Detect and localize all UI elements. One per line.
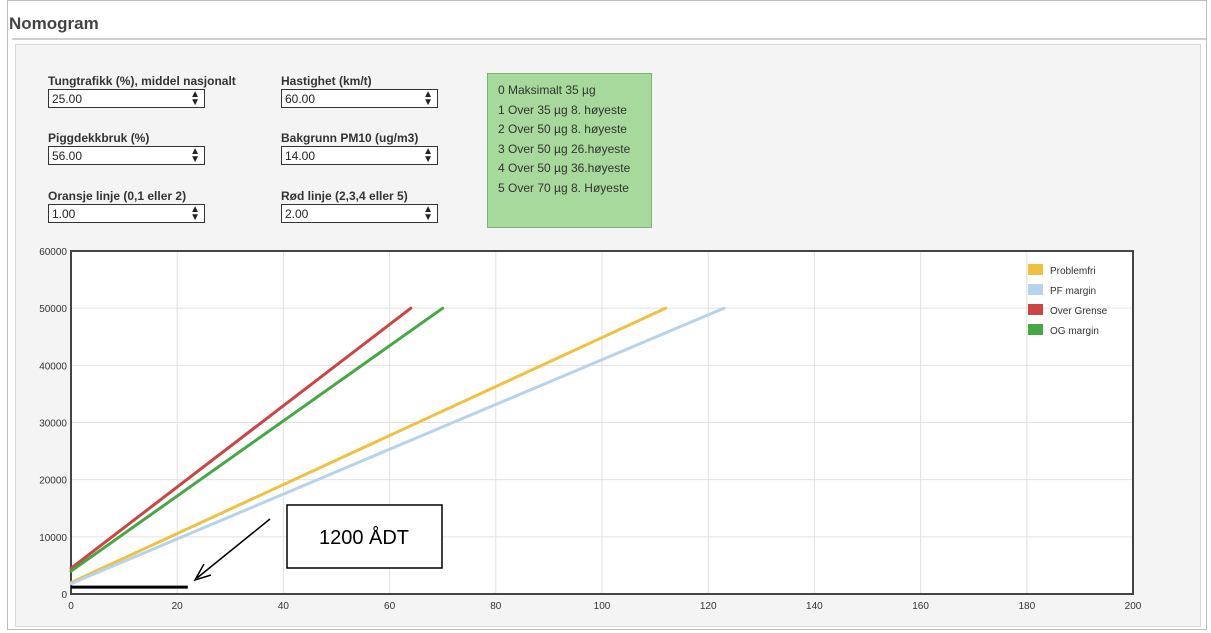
y-tick-label: 10000 (39, 533, 67, 544)
legend-swatch (1028, 284, 1043, 295)
y-tick-label: 0 (61, 590, 67, 601)
info-row: 0 Maksimalt 35 µg (498, 83, 596, 97)
x-tick-label: 180 (1018, 601, 1035, 612)
stepper-icon[interactable]: ▲ ▼ (423, 146, 433, 165)
oransje-linje-input[interactable]: 1.00 ▲ ▼ (48, 204, 205, 223)
field-oransje-linje: Oransje linje (0,1 eller 2) 1.00 ▲ ▼ (48, 189, 205, 223)
field-value: 1.00 (52, 207, 76, 221)
category-info-box: 0 Maksimalt 35 µg 1 Over 35 µg 8. høyest… (487, 73, 652, 228)
x-tick-label: 140 (806, 601, 823, 612)
field-tungtrafikk: Tungtrafikk (%), middel nasjonalt 25.00 … (48, 74, 236, 108)
field-value: 14.00 (285, 149, 316, 163)
plot-border (70, 250, 1134, 595)
annotation-arrowhead (193, 563, 212, 582)
x-tick-label: 160 (912, 601, 929, 612)
legend-swatch (1028, 264, 1043, 275)
stepper-icon[interactable]: ▲ ▼ (190, 204, 200, 223)
series-line (69, 306, 445, 573)
piggdekkbruk-input[interactable]: 56.00 ▲ ▼ (48, 146, 205, 165)
field-value: 56.00 (52, 149, 83, 163)
field-label: Tungtrafikk (%), middel nasjonalt (48, 74, 236, 88)
page-title: Nomogram (9, 14, 99, 33)
field-label: Piggdekkbruk (%) (48, 131, 150, 145)
annotation-arrow (196, 518, 271, 579)
x-tick-label: 100 (594, 601, 611, 612)
stepper-icon[interactable]: ▲ ▼ (423, 204, 433, 223)
annotation-text: 1200 ÅDT (319, 526, 409, 549)
x-tick-label: 20 (172, 601, 184, 612)
legend-label: OG margin (1050, 326, 1099, 337)
y-tick-label: 20000 (39, 476, 67, 487)
info-row: 3 Over 50 µg 26.høyeste (498, 141, 631, 156)
y-tick-label: 40000 (39, 361, 67, 372)
info-row: 5 Over 70 µg 8. Høyeste (498, 180, 629, 195)
annotation-box (286, 504, 443, 569)
x-tick-label: 0 (68, 601, 74, 612)
field-bakgrunn: Bakgrunn PM10 (ug/m3) 14.00 ▲ ▼ (281, 131, 438, 165)
tungtrafikk-input[interactable]: 25.00 ▲ ▼ (48, 89, 205, 108)
info-row: 2 Over 50 µg 8. høyeste (498, 122, 627, 136)
stepper-icon[interactable]: ▲ ▼ (190, 89, 200, 108)
field-value: 25.00 (52, 92, 83, 106)
field-label: Rød linje (2,3,4 eller 5) (281, 189, 408, 203)
series-line (69, 306, 413, 570)
x-tick-label: 40 (278, 601, 290, 612)
x-tick-label: 60 (384, 601, 396, 612)
field-label: Hastighet (km/t) (281, 74, 372, 88)
legend-label: PF margin (1050, 286, 1096, 297)
info-row: 1 Over 35 µg 8. høyeste (498, 102, 627, 117)
info-row: 4 Over 50 µg 36.høyeste (498, 161, 631, 175)
field-hastighet: Hastighet (km/t) 60.00 ▲ ▼ (281, 74, 438, 108)
series-line (69, 306, 668, 585)
field-piggdekkbruk: Piggdekkbruk (%) 56.00 ▲ ▼ (48, 131, 205, 165)
title-divider (12, 38, 1206, 40)
field-rod-linje: Rød linje (2,3,4 eller 5) 2.00 ▲ ▼ (281, 189, 438, 223)
field-label: Bakgrunn PM10 (ug/m3) (281, 131, 419, 145)
field-value: 60.00 (285, 92, 316, 106)
legend-swatch (1028, 304, 1043, 315)
y-tick-label: 50000 (39, 304, 67, 315)
rod-linje-input[interactable]: 2.00 ▲ ▼ (281, 204, 438, 223)
x-tick-label: 200 (1125, 601, 1142, 612)
series-line (69, 306, 726, 586)
hastighet-input[interactable]: 60.00 ▲ ▼ (281, 89, 438, 108)
stepper-icon[interactable]: ▲ ▼ (423, 89, 433, 108)
x-tick-label: 80 (490, 601, 502, 612)
field-value: 2.00 (285, 207, 309, 221)
legend-swatch (1028, 324, 1043, 335)
bakgrunn-input[interactable]: 14.00 ▲ ▼ (281, 146, 438, 165)
x-tick-label: 120 (700, 601, 717, 612)
legend-label: Problemfri (1050, 266, 1096, 277)
legend-label: Over Grense (1050, 306, 1108, 317)
y-tick-label: 60000 (39, 247, 67, 258)
field-label: Oransje linje (0,1 eller 2) (48, 189, 187, 203)
y-tick-label: 30000 (39, 419, 67, 430)
stepper-icon[interactable]: ▲ ▼ (190, 146, 200, 165)
